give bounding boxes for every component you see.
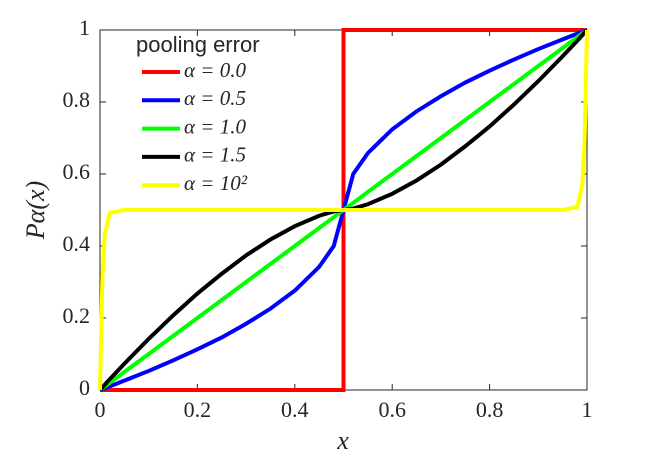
legend-label: α = 0.0 — [184, 58, 246, 82]
y-tick-label: 1 — [79, 15, 90, 40]
y-tick-label: 0.2 — [63, 303, 91, 328]
y-tick-label: 0.4 — [63, 231, 91, 256]
x-axis-label: x — [336, 426, 349, 455]
y-tick-label: 0 — [79, 375, 90, 400]
legend-label: α = 0.5 — [184, 86, 246, 110]
x-tick-label: 0.2 — [184, 397, 212, 422]
legend-label: α = 10² — [184, 171, 248, 195]
x-tick-label: 0 — [95, 397, 106, 422]
x-tick-label: 1 — [582, 397, 593, 422]
y-axis-label: Pα(x) — [21, 181, 50, 240]
data-line — [98, 29, 589, 391]
legend-label: α = 1.0 — [184, 114, 246, 138]
x-tick-label: 0.8 — [476, 397, 504, 422]
legend-label: α = 1.5 — [184, 143, 246, 167]
y-tick-label: 0.8 — [63, 87, 91, 112]
x-tick-label: 0.6 — [378, 397, 406, 422]
x-tick-label: 0.4 — [281, 397, 309, 422]
y-tick-label: 0.6 — [63, 159, 91, 184]
